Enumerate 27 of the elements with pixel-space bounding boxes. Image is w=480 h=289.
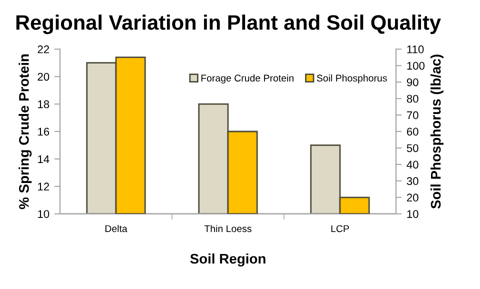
y2-tick-label: 100 [407,62,425,70]
y-tick-label: 16 [38,128,50,136]
y-tick-label: 14 [38,155,50,163]
y2-tick-label: 10 [407,210,418,218]
x-tick-label: Thin Loess [204,224,252,232]
y2-tick-label: 110 [407,45,424,54]
y2-tick-label: 70 [406,111,418,120]
y2-tick-label: 80 [406,94,418,103]
x-axis-title: Soil Region [190,253,266,266]
x-tick-label: Delta [105,224,128,232]
y2-tick-label: 50 [406,144,418,152]
chart-title: Regional Variation in Plant and Soil Quality [16,14,441,34]
y-tick-label: 20 [38,72,50,81]
x-tick-label: LCP [331,225,349,232]
y2-tick-label: 20 [406,194,418,202]
y2-tick-label: 90 [406,78,418,86]
y-axis-title: % Spring Crude Protein [18,54,32,210]
legend-label: Forage Crude Protein [201,74,294,84]
y-tick-label: 10 [38,210,50,218]
y2-tick-label: 30 [406,177,418,186]
y-tick-label: 12 [38,182,50,190]
y2-tick-label: 60 [406,128,418,136]
y-tick-label: 18 [38,100,50,108]
y-tick-label: 22 [38,45,50,54]
legend-label: Soil Phosphorus [316,74,387,84]
y2-tick-label: 40 [406,160,418,169]
y2-axis-title: Soil Phosphorus (lb/ac) [430,54,444,209]
